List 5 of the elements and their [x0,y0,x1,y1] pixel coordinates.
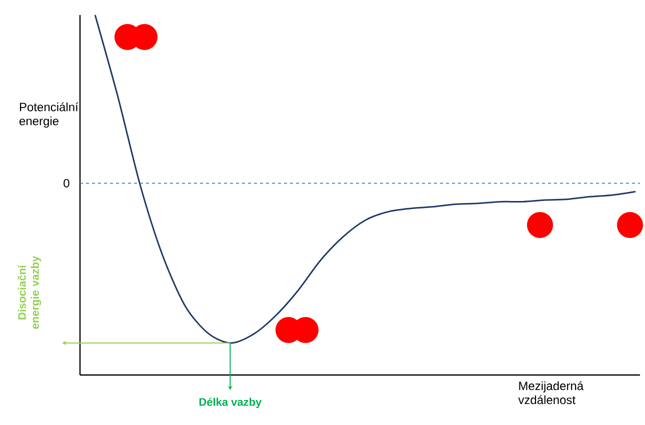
x-axis-title: Mezijaderná vzdálenost [518,381,584,404]
y-axis-title: Potenciální energie [20,102,78,128]
text: Disociační energie vazby [18,256,42,329]
text: Délka vazby [199,398,262,408]
ref-line-label: 0 [64,178,70,188]
